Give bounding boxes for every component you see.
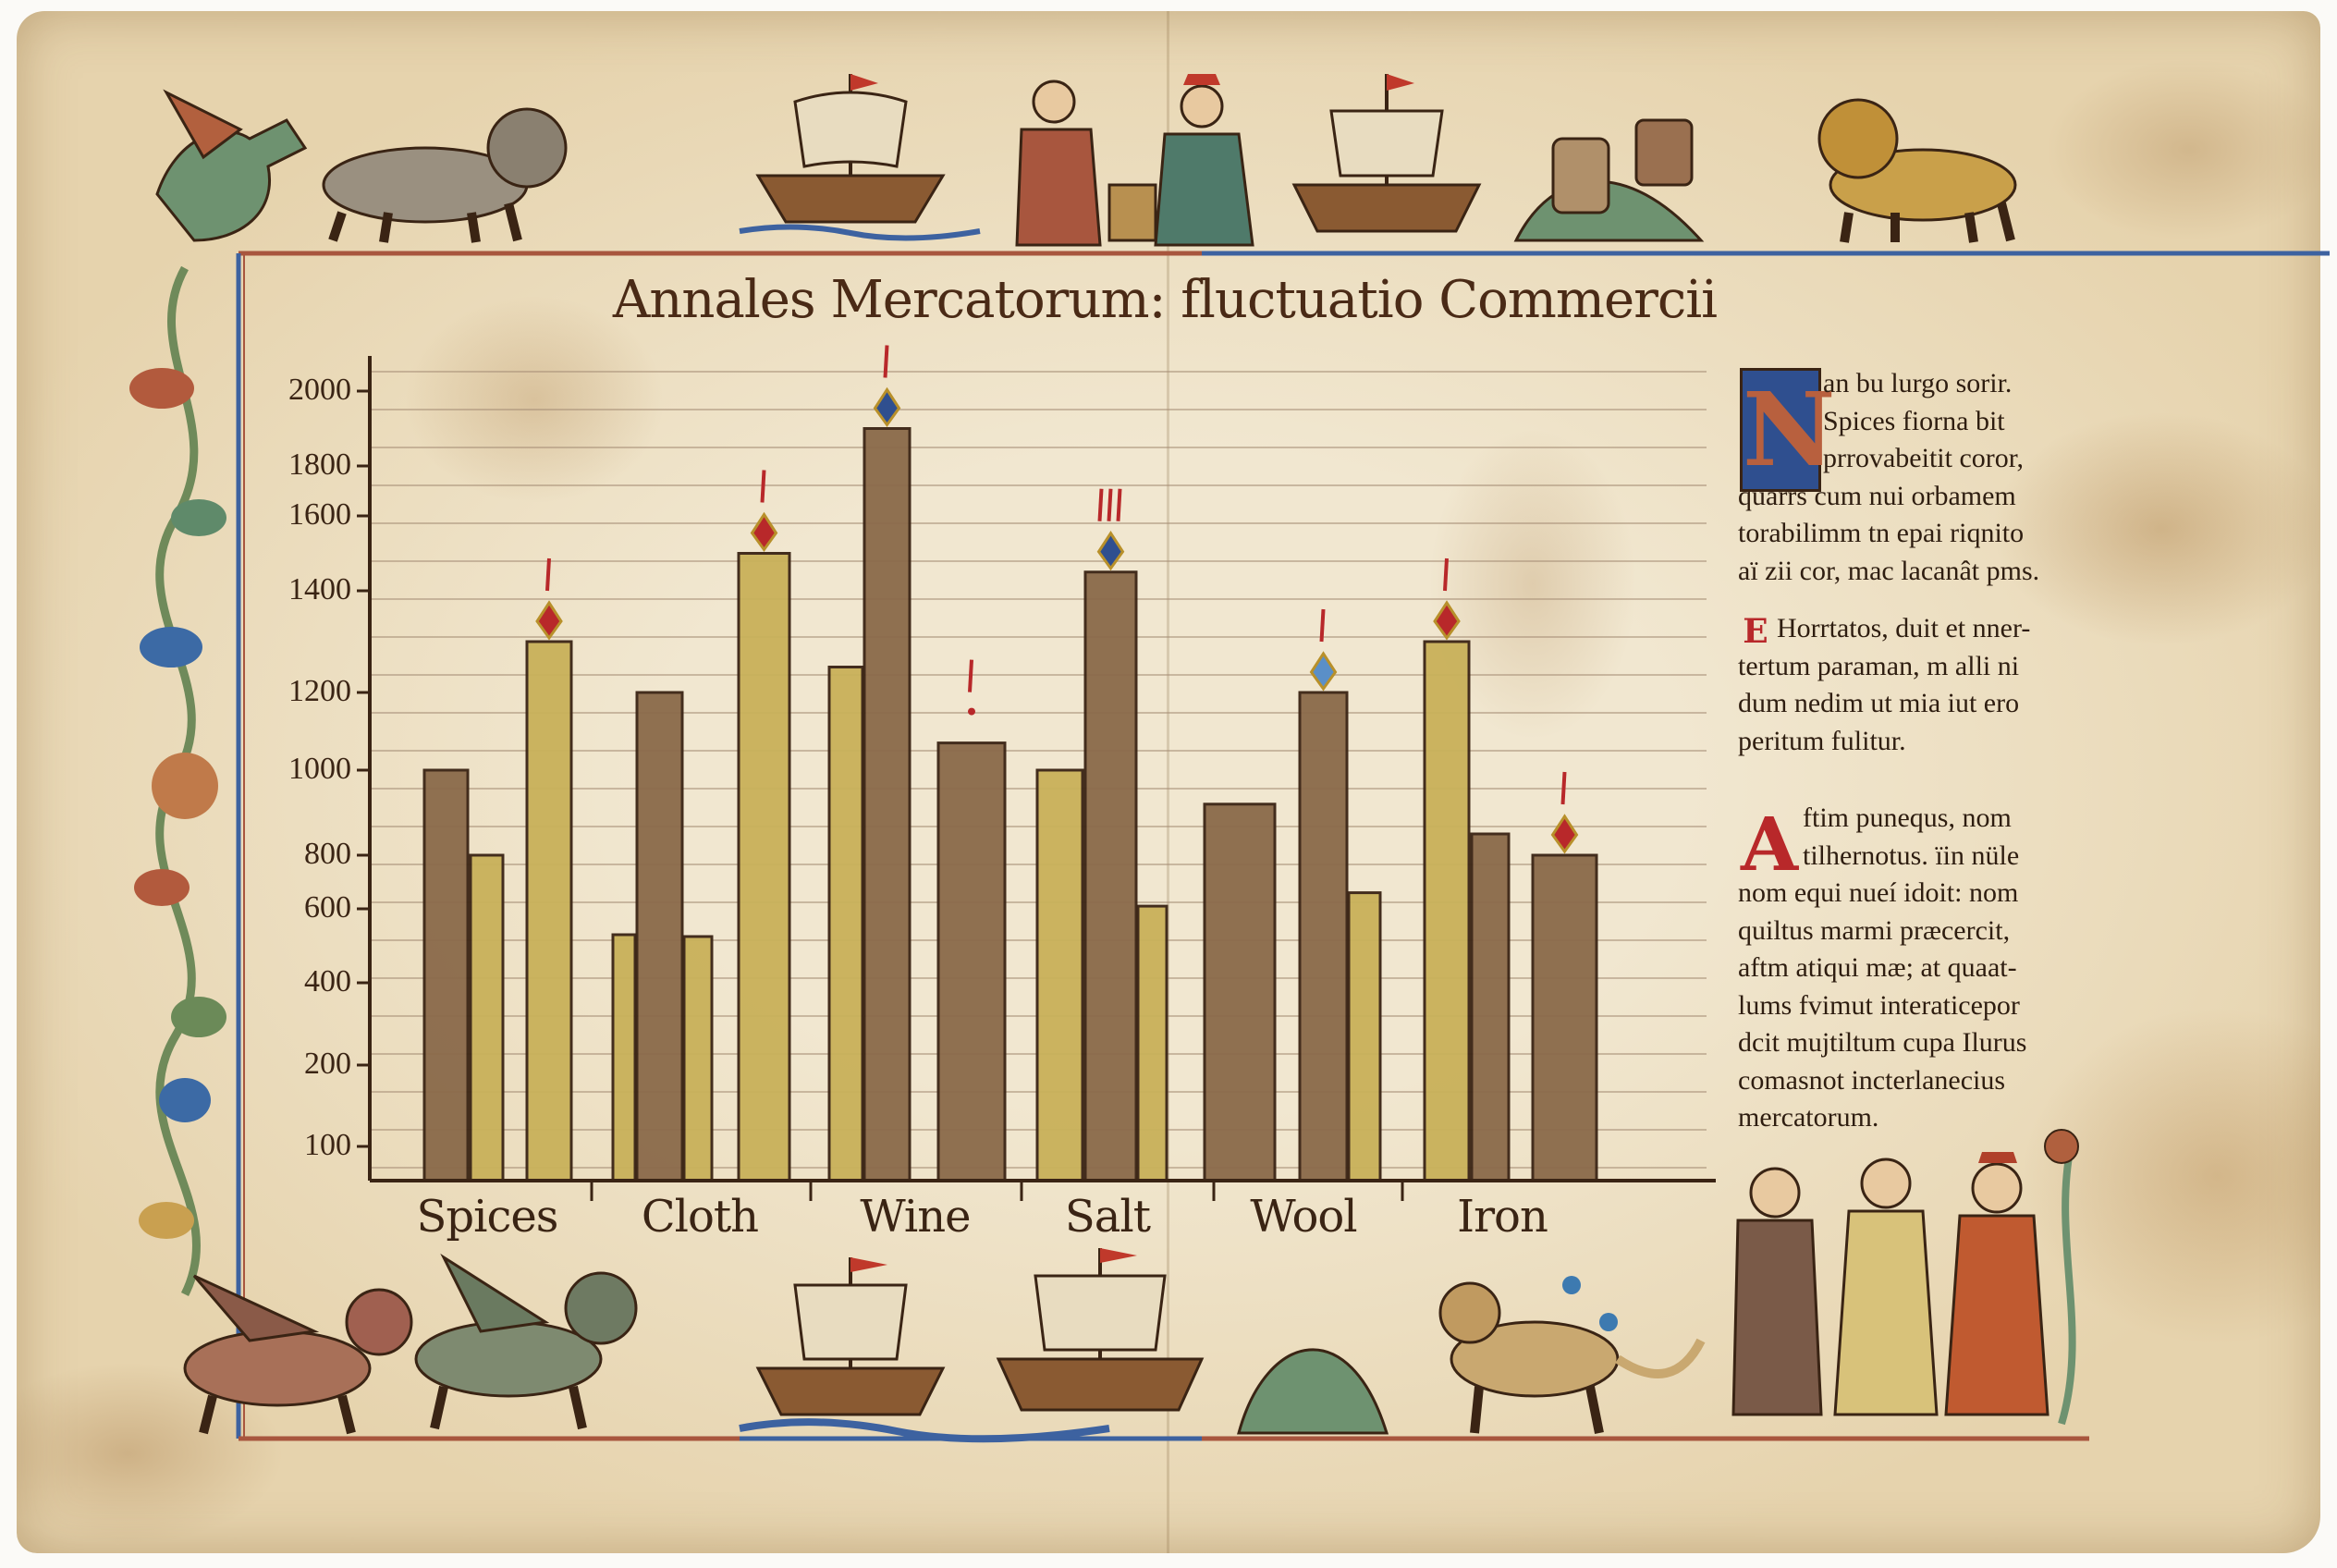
bar-cloth-gold [682, 935, 714, 1182]
text-line: Spices fiorna bit [1823, 405, 2005, 436]
rubric-stroke [760, 470, 766, 503]
ship-icon [996, 1248, 1205, 1412]
text-line: tilhernotus. ïin nüle [1803, 839, 2020, 871]
y-tick-label: 1400 [288, 572, 351, 606]
beast-icon [1237, 1276, 1706, 1435]
merchants-icon [1015, 74, 1254, 247]
gem-marker-red [1550, 814, 1579, 854]
bar-spices-brown [422, 768, 470, 1182]
griffin-icon [414, 1253, 638, 1430]
rubric-stroke [1116, 488, 1122, 521]
gem-marker-blue [873, 386, 901, 428]
text-line: dum nedim ut mia iut ero [1738, 688, 2020, 718]
y-tick-label: 1600 [288, 497, 351, 532]
bar-iron-brown [1470, 832, 1511, 1182]
bar-wool-brown [1203, 802, 1277, 1182]
bar-salt-gold [1136, 904, 1168, 1182]
text-line: ftim punequs, nom [1803, 802, 2012, 833]
y-tick-label: 800 [304, 837, 351, 871]
bar-spices-gold [525, 640, 573, 1182]
text-line: peritum fulitur. [1738, 725, 1906, 756]
axes [357, 356, 1716, 1201]
bar-wine-gold [827, 666, 864, 1182]
category-label-cloth: Cloth [641, 1191, 759, 1243]
text-line: prrovabeitit coror, [1823, 443, 2025, 473]
vine-icon [129, 265, 226, 1297]
text-line: dcit mujtiltum cupa Ilurus [1738, 1027, 2027, 1058]
category-label-iron: Iron [1457, 1191, 1548, 1243]
text-line: lums fvimut interaticepor [1738, 989, 2020, 1021]
rubric-dot [968, 707, 975, 716]
bar-cloth-gold [611, 933, 637, 1182]
rubric-stroke [883, 345, 889, 378]
rubric-stroke [1443, 557, 1449, 592]
monks-icon [1731, 1129, 2079, 1426]
text-line: comasnot incterlanecius [1738, 1064, 2006, 1096]
drop-cap-n: N [1740, 368, 1836, 492]
bar-iron-gold [1423, 640, 1471, 1182]
y-tick-label: 1000 [288, 752, 351, 786]
bar-spices-gold [469, 853, 505, 1182]
lion-icon [1817, 98, 2017, 243]
bar-markers [535, 345, 1579, 854]
bar-wool-brown [1298, 691, 1349, 1182]
y-tick-label: 2000 [288, 373, 351, 407]
y-tick-label: 1800 [288, 447, 351, 482]
bar-wine-brown [863, 427, 912, 1182]
text-line: quarrs cum nui orbamem [1738, 480, 2016, 511]
lion-icon [322, 107, 568, 243]
text-line: quiltus marmi præcercit, [1738, 914, 2011, 946]
y-tick-label: 100 [304, 1128, 351, 1162]
bar-salt-gold [1035, 768, 1084, 1182]
griffin-icon [183, 1274, 413, 1435]
text-line: nom equi nueí idoit: nom [1738, 877, 2019, 908]
y-tick-label: 200 [304, 1047, 351, 1081]
rubric-stroke [1319, 608, 1326, 643]
gem-marker-lightblue [1309, 651, 1338, 692]
chart-title: Annales Mercatorum: fluctuatio Commercii [612, 270, 1718, 330]
y-tick-label: 600 [304, 890, 351, 925]
bar-wine-brown [936, 741, 1007, 1182]
ship-icon [739, 1257, 1110, 1443]
rubric-stroke [1097, 488, 1104, 521]
text-line: aï zii cor, mac lacanât pms. [1738, 555, 2040, 586]
y-tick-label: 1200 [288, 674, 351, 708]
gem-marker-red [1433, 600, 1461, 641]
frame-lines [236, 251, 2330, 1441]
text-line: Horrtatos, duit et nner- [1777, 613, 2031, 643]
text-line: tertum paraman, m alli ni [1738, 650, 2020, 681]
bar-cloth-brown [635, 691, 684, 1182]
category-label-salt: Salt [1064, 1191, 1151, 1243]
ship-icon [739, 74, 981, 241]
text-line: mercatorum. [1738, 1102, 1879, 1133]
category-label-wine: Wine [860, 1191, 971, 1243]
category-label-spices: Spices [416, 1191, 559, 1243]
gem-marker-red [535, 600, 563, 641]
bars [422, 427, 1598, 1182]
gem-marker-red [750, 511, 778, 553]
text-line: an bu lurgo sorir. [1823, 368, 2013, 398]
rubric-stroke [968, 659, 973, 692]
bar-cloth-gold [737, 552, 791, 1182]
y-tick-label: 400 [304, 964, 351, 998]
dragon-icon [155, 89, 308, 242]
page-fold [1167, 11, 1169, 1553]
rubric-stroke [1107, 488, 1113, 521]
text-line: aftm atiqui mæ; at quaat- [1738, 952, 2017, 983]
drop-cap-e: E [1743, 612, 1768, 651]
gem-marker-blue [1096, 530, 1125, 571]
text-line: torabilimm tn epai riqnito [1738, 518, 2025, 548]
bar-wool-gold [1347, 891, 1382, 1182]
category-label-wool: Wool [1250, 1191, 1357, 1243]
drop-cap-a: A [1740, 801, 1799, 888]
bar-salt-brown [1083, 570, 1138, 1182]
barrels-icon [1513, 118, 1705, 242]
ship-icon [1291, 74, 1482, 233]
bar-iron-brown [1531, 853, 1598, 1182]
rubric-stroke [545, 557, 551, 592]
rubric-stroke [1560, 771, 1567, 805]
